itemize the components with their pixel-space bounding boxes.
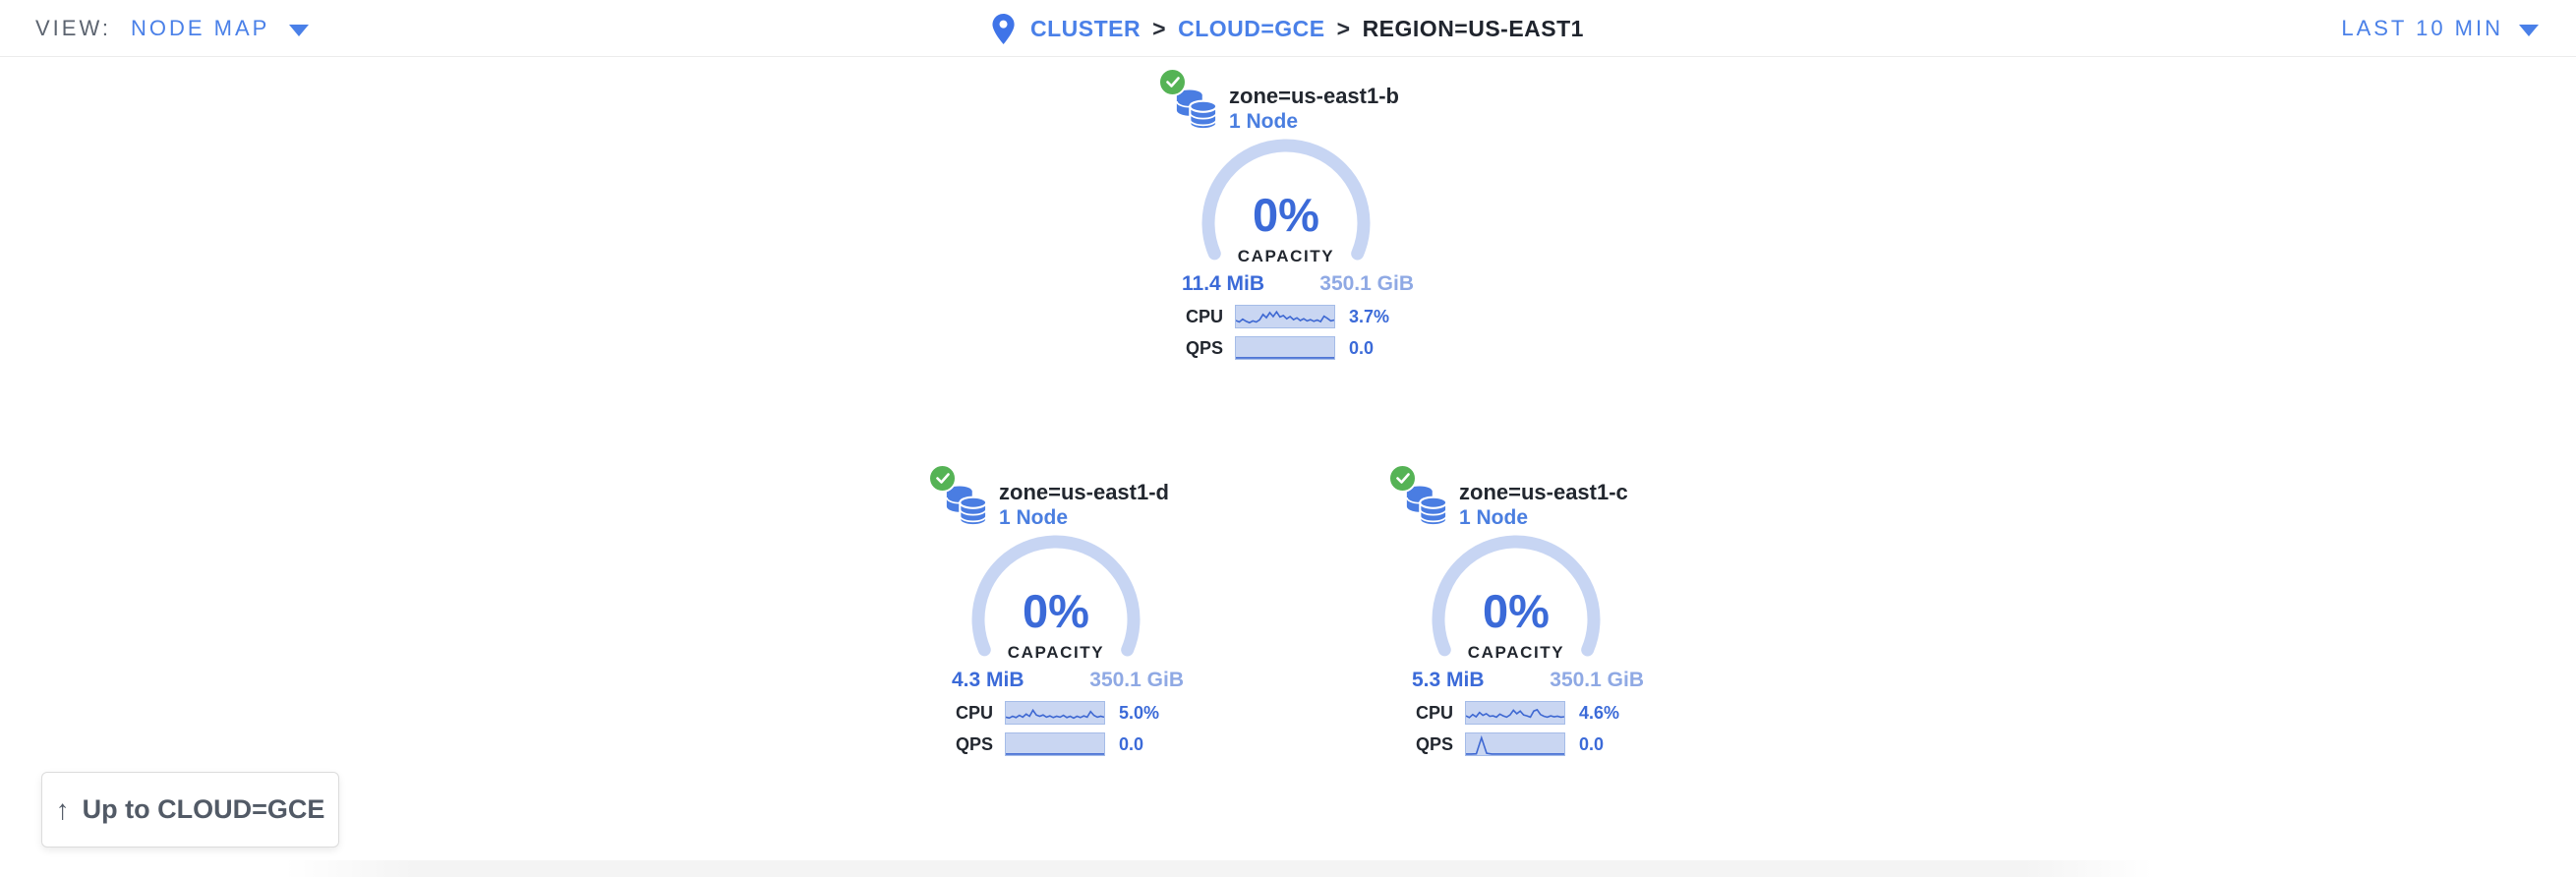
time-range-value: LAST 10 MIN	[2341, 16, 2503, 40]
cpu-stat-row: CPU 4.6%	[1388, 700, 1619, 726]
zone-node-count: 1 Node	[999, 506, 1069, 529]
toolbar: VIEW: NODE MAP CLUSTER > CLOUD=GCE > REG…	[0, 0, 2576, 57]
view-value: NODE MAP	[130, 16, 270, 40]
capacity-total: 350.1 GiB	[1089, 669, 1184, 691]
capacity-used: 5.3 MiB	[1412, 669, 1485, 691]
breadcrumb-link-cloud-gce[interactable]: CLOUD=GCE	[1178, 15, 1325, 41]
capacity-gauge-text: 0% CAPACITY	[971, 535, 1141, 704]
database-stack-icon	[1406, 486, 1448, 527]
arrow-up-icon: ↑	[55, 793, 70, 825]
qps-sparkline	[1235, 336, 1335, 360]
breadcrumb: CLUSTER > CLOUD=GCE > REGION=US-EAST1	[992, 0, 1584, 57]
capacity-label: CAPACITY	[1007, 643, 1105, 662]
zone-name: zone=us-east1-d	[999, 480, 1169, 504]
capacity-total: 350.1 GiB	[1550, 669, 1644, 691]
capacity-percent: 0%	[1023, 585, 1089, 637]
zone-name: zone=us-east1-b	[1229, 84, 1399, 108]
qps-value: 0.0	[1349, 337, 1375, 358]
capacity-gauge-text: 0% CAPACITY	[1201, 139, 1371, 308]
zone-card-us-east1-d[interactable]: zone=us-east1-d 1 Node 0% CAPACITY 4.3 M…	[928, 462, 1188, 769]
breadcrumb-separator: >	[1336, 15, 1351, 41]
qps-label: QPS	[1415, 733, 1453, 754]
status-ok-icon	[1158, 68, 1187, 96]
qps-label: QPS	[1185, 337, 1223, 358]
zone-name: zone=us-east1-c	[1459, 480, 1628, 504]
status-ok-icon	[1388, 464, 1417, 493]
node-map-canvas: zone=us-east1-b 1 Node 0% CAPACITY 11.4 …	[0, 58, 2576, 877]
cpu-label: CPU	[1185, 306, 1223, 326]
table-top-edge	[285, 860, 2153, 877]
capacity-label: CAPACITY	[1467, 643, 1565, 662]
cpu-value: 3.7%	[1349, 306, 1390, 326]
qps-label: QPS	[955, 733, 993, 754]
view-selector[interactable]: VIEW: NODE MAP	[35, 0, 310, 57]
view-label: VIEW:	[35, 16, 111, 40]
capacity-percent: 0%	[1483, 585, 1550, 637]
capacity-total: 350.1 GiB	[1319, 272, 1414, 295]
up-to-cloud-gce-button[interactable]: ↑ Up to CLOUD=GCE	[41, 772, 339, 848]
capacity-usage-row: 5.3 MiB 350.1 GiB	[1412, 669, 1644, 692]
zone-node-count: 1 Node	[1229, 110, 1299, 133]
qps-sparkline	[1005, 732, 1105, 756]
breadcrumb-link-cluster[interactable]: CLUSTER	[1030, 15, 1142, 41]
database-stack-icon	[946, 486, 988, 527]
capacity-usage-row: 4.3 MiB 350.1 GiB	[952, 669, 1184, 692]
qps-sparkline	[1465, 732, 1565, 756]
qps-stat-row: QPS 0.0	[1158, 335, 1374, 361]
capacity-used: 4.3 MiB	[952, 669, 1025, 691]
breadcrumb-current-region: REGION=US-EAST1	[1362, 15, 1584, 41]
cpu-sparkline	[1005, 701, 1105, 725]
capacity-gauge	[1432, 535, 1601, 704]
cpu-stat-row: CPU 3.7%	[1158, 304, 1389, 329]
qps-stat-row: QPS 0.0	[928, 731, 1143, 757]
cpu-sparkline	[1235, 305, 1335, 328]
capacity-used: 11.4 MiB	[1182, 272, 1265, 295]
capacity-gauge-text: 0% CAPACITY	[1432, 535, 1601, 704]
cpu-value: 4.6%	[1579, 702, 1620, 723]
cpu-sparkline	[1465, 701, 1565, 725]
cpu-label: CPU	[955, 702, 993, 723]
capacity-label: CAPACITY	[1237, 247, 1335, 265]
time-range-selector[interactable]: LAST 10 MIN	[2341, 0, 2539, 57]
zone-card-us-east1-b[interactable]: zone=us-east1-b 1 Node 0% CAPACITY 11.4 …	[1158, 66, 1418, 373]
status-ok-icon	[928, 464, 957, 493]
chevron-down-icon	[289, 24, 310, 36]
zone-node-count: 1 Node	[1459, 506, 1529, 529]
qps-stat-row: QPS 0.0	[1388, 731, 1604, 757]
cpu-value: 5.0%	[1119, 702, 1160, 723]
cpu-label: CPU	[1415, 702, 1453, 723]
cpu-stat-row: CPU 5.0%	[928, 700, 1159, 726]
location-pin-icon	[992, 13, 1015, 44]
capacity-gauge	[971, 535, 1141, 704]
chevron-down-icon	[2519, 24, 2539, 36]
capacity-gauge	[1201, 139, 1371, 308]
qps-value: 0.0	[1579, 733, 1605, 754]
breadcrumb-separator: >	[1152, 15, 1167, 41]
zone-card-us-east1-c[interactable]: zone=us-east1-c 1 Node 0% CAPACITY 5.3 M…	[1388, 462, 1648, 769]
capacity-percent: 0%	[1253, 189, 1319, 241]
qps-value: 0.0	[1119, 733, 1144, 754]
up-button-label: Up to CLOUD=GCE	[82, 794, 325, 824]
capacity-usage-row: 11.4 MiB 350.1 GiB	[1182, 272, 1414, 296]
database-stack-icon	[1176, 89, 1218, 131]
